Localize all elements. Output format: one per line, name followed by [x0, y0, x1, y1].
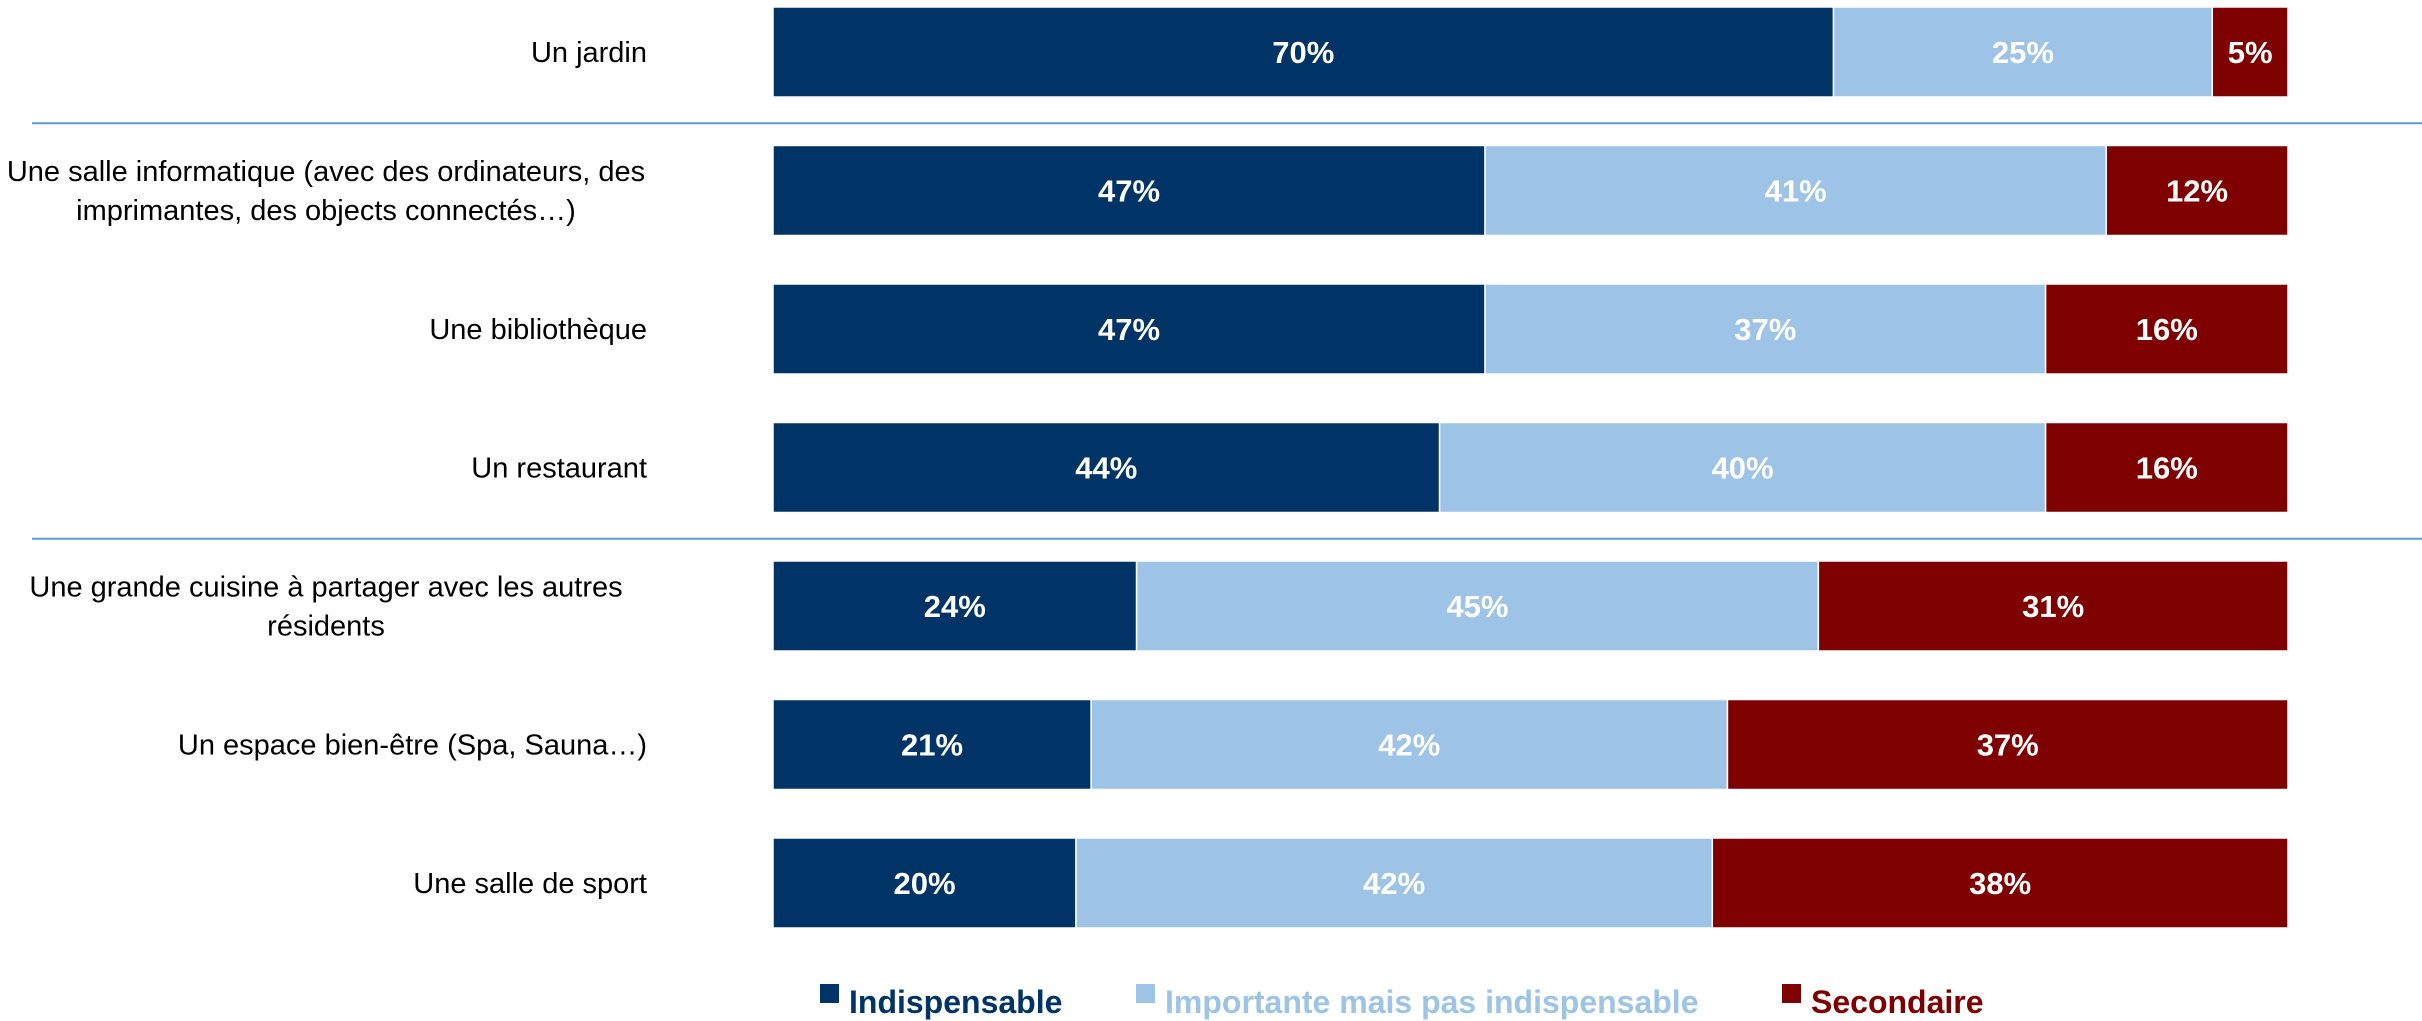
data-label: 38% — [1969, 866, 2031, 901]
data-label: 45% — [1446, 589, 1508, 624]
bar-segment — [1090, 698, 1729, 791]
bar-segment — [772, 421, 1441, 514]
legend-entry: Importante mais pas indispensable — [1165, 984, 1698, 1020]
data-label: 16% — [2136, 451, 2198, 486]
category-label-line: Une salle de sport — [413, 868, 647, 900]
bar-segment — [1484, 283, 2047, 375]
data-label: 40% — [1712, 451, 1774, 486]
data-label: 5% — [2228, 35, 2273, 70]
bar-segment — [772, 560, 1138, 652]
category-label-line: Une salle informatique (avec des ordinat… — [7, 156, 645, 188]
data-label: 44% — [1075, 451, 1137, 486]
bar-segment — [1817, 560, 2289, 652]
bar-segment — [1726, 698, 2289, 791]
bar-segment — [772, 283, 1486, 375]
bar-segment — [1135, 560, 1820, 652]
category-label-line: Un jardin — [531, 37, 647, 69]
category-label: Un restaurant — [471, 453, 647, 485]
category-label-line: imprimantes, des objects connectés…) — [76, 195, 576, 227]
bar-segment — [1438, 421, 2047, 514]
data-label: 47% — [1098, 174, 1160, 209]
data-label: 41% — [1765, 174, 1827, 209]
category-label-line: Une grande cuisine à partager avec les a… — [29, 572, 622, 604]
category-label-line: Une bibliothèque — [429, 314, 647, 346]
category-label: Une bibliothèque — [429, 314, 647, 346]
bar-segment — [772, 6, 1835, 98]
category-label-line: Un restaurant — [471, 453, 647, 485]
bar-segment — [2105, 144, 2289, 237]
bar-segment — [1832, 6, 2213, 98]
data-label: 31% — [2022, 589, 2084, 624]
data-label: 42% — [1363, 866, 1425, 901]
data-label: 16% — [2136, 312, 2198, 347]
bar-segment — [1711, 837, 2289, 929]
data-label: 25% — [1992, 35, 2054, 70]
legend-entry: Indispensable — [849, 984, 1062, 1020]
data-label: 20% — [893, 866, 955, 901]
value-labels: 70% 25% 5% 47% 41% 12% 47% 37% 16% 44% 40% 16% 24% 45… — [893, 35, 2272, 901]
data-label: 12% — [2166, 174, 2228, 209]
category-label-line: Un espace bien-être (Spa, Sauna…) — [178, 730, 647, 762]
bar-segment — [772, 144, 1486, 237]
bar-segment — [2211, 6, 2289, 98]
bar-segment — [2044, 283, 2289, 375]
category-label-line: résidents — [267, 611, 385, 643]
data-label: 21% — [901, 728, 963, 763]
legend-entry: Secondaire — [1811, 984, 1984, 1020]
category-label: Une grande cuisine à partager avec les a… — [29, 572, 622, 643]
category-labels: Un jardin Une salle informatique (avec de… — [7, 37, 647, 900]
category-label: Un jardin — [531, 37, 647, 69]
data-label: 70% — [1272, 35, 1334, 70]
data-label: 37% — [1977, 728, 2039, 763]
data-label: 42% — [1378, 728, 1440, 763]
category-label: Une salle de sport — [413, 868, 647, 900]
bar-segment — [772, 698, 1092, 791]
bars — [772, 6, 2289, 929]
separator-lines — [32, 122, 2422, 540]
category-label: Une salle informatique (avec des ordinat… — [7, 156, 645, 227]
bar-segment — [1075, 837, 1714, 929]
legend-swatch — [820, 984, 839, 1003]
legend-swatch — [1136, 984, 1155, 1003]
data-label: 47% — [1098, 312, 1160, 347]
bar-segment — [2044, 421, 2289, 514]
category-label: Un espace bien-être (Spa, Sauna…) — [178, 730, 647, 762]
data-label: 24% — [924, 589, 986, 624]
legend-swatch — [1782, 984, 1801, 1003]
data-label: 37% — [1734, 312, 1796, 347]
legend: Indispensable Importante mais pas indispe… — [820, 984, 1984, 1020]
